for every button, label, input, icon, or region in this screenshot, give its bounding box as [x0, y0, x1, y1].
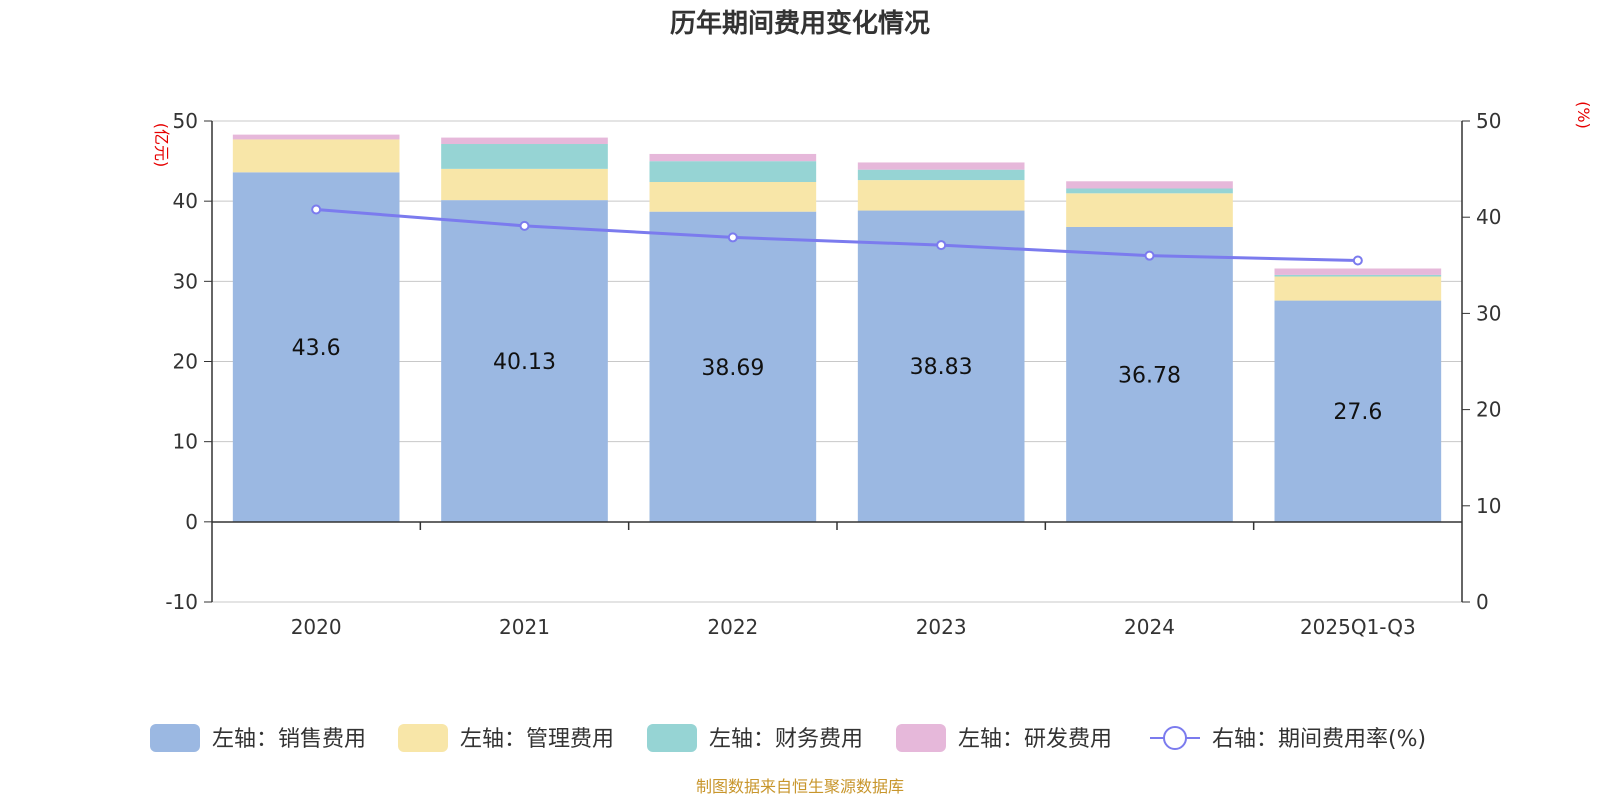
x-tick-label: 2025Q1-Q3 — [1300, 615, 1416, 639]
right-tick-label: 0 — [1476, 590, 1489, 614]
bar-segment — [649, 153, 817, 162]
x-tick-label: 2023 — [916, 615, 967, 639]
legend-label: 左轴：研发费用 — [958, 727, 1112, 752]
source-note: 制图数据来自恒生聚源数据库 — [696, 777, 904, 796]
data-label: 43.6 — [292, 336, 341, 361]
right-tick-label: 30 — [1476, 301, 1501, 325]
data-label: 38.69 — [701, 356, 764, 381]
rate-point — [1352, 255, 1363, 266]
x-tick-label: 2020 — [291, 615, 342, 639]
legend-marker-swatch — [1163, 726, 1187, 750]
rate-point — [727, 232, 738, 243]
bar-segment — [232, 172, 400, 522]
legend-label: 左轴：财务费用 — [709, 727, 863, 752]
data-label: 40.13 — [493, 350, 556, 375]
bar-segment — [1274, 274, 1442, 277]
data-label: 36.78 — [1118, 363, 1181, 388]
bar-segment — [1274, 300, 1442, 522]
legend-swatch — [398, 724, 448, 752]
bar-segment — [857, 169, 1025, 181]
bar-segment — [1274, 268, 1442, 275]
data-label: 38.83 — [910, 355, 973, 380]
data-labels: 43.6 40.13 38.69 38.83 36.78 27.6 — [292, 336, 1383, 425]
rate-line-series — [311, 204, 1363, 266]
legend-label: 左轴：管理费用 — [460, 727, 614, 752]
bar-segment — [1066, 193, 1233, 227]
right-tick-label: 50 — [1476, 109, 1501, 133]
legend-swatch — [896, 724, 946, 752]
bar-segment — [232, 139, 400, 173]
x-tick-label: 2021 — [499, 615, 550, 639]
bar-segment — [1274, 276, 1442, 301]
left-tick-label: 40 — [173, 189, 198, 213]
x-tick-label: 2024 — [1124, 615, 1175, 639]
bar-segment — [441, 168, 608, 201]
legend-swatch — [647, 724, 697, 752]
bar-segment — [649, 161, 817, 183]
legend-swatch — [150, 724, 200, 752]
rate-point — [519, 220, 530, 231]
bar-segment — [441, 200, 608, 522]
x-tick-label: 2022 — [707, 615, 758, 639]
rate-point — [936, 240, 947, 251]
right-tick-label: 40 — [1476, 205, 1501, 229]
left-axis-unit: (亿元) — [152, 123, 171, 168]
rate-point — [1144, 250, 1155, 261]
bar-segment — [1066, 181, 1233, 189]
right-axis-unit: (%) — [1574, 101, 1593, 129]
right-tick-label: 20 — [1476, 398, 1501, 422]
bar-segment — [441, 137, 608, 145]
right-tick-label: 10 — [1476, 494, 1501, 518]
left-tick-label: 30 — [173, 269, 198, 293]
bar-segment — [649, 211, 817, 522]
left-tick-label: 10 — [173, 430, 198, 454]
legend-label: 右轴：期间费用率(%) — [1212, 727, 1426, 752]
rate-line — [316, 208, 1358, 262]
bar-series — [232, 134, 1442, 522]
bar-segment — [857, 162, 1025, 170]
left-tick-label: -10 — [165, 590, 198, 614]
grid-lines — [212, 120, 1462, 603]
bar-segment — [1066, 226, 1233, 522]
legend[interactable]: 左轴：销售费用 左轴：管理费用 左轴：财务费用 左轴：研发费用 右轴：期间费用率(%) — [150, 724, 1426, 752]
bar-segment — [649, 182, 817, 212]
axes: -10 0 10 20 30 40 50 0 10 20 30 40 50 2020 2021 2022 202… — [165, 109, 1501, 639]
bar-segment — [1066, 188, 1233, 194]
legend-label: 左轴：销售费用 — [212, 727, 366, 752]
left-tick-label: 50 — [173, 109, 198, 133]
bar-segment — [857, 180, 1025, 211]
rate-point — [311, 204, 322, 215]
bar-segment — [232, 134, 400, 140]
chart-title: 历年期间费用变化情况 — [670, 8, 930, 39]
data-label: 27.6 — [1333, 400, 1382, 425]
bar-segment — [857, 210, 1025, 522]
left-tick-label: 20 — [173, 350, 198, 374]
left-tick-label: 0 — [185, 510, 198, 534]
bar-segment — [441, 144, 608, 169]
